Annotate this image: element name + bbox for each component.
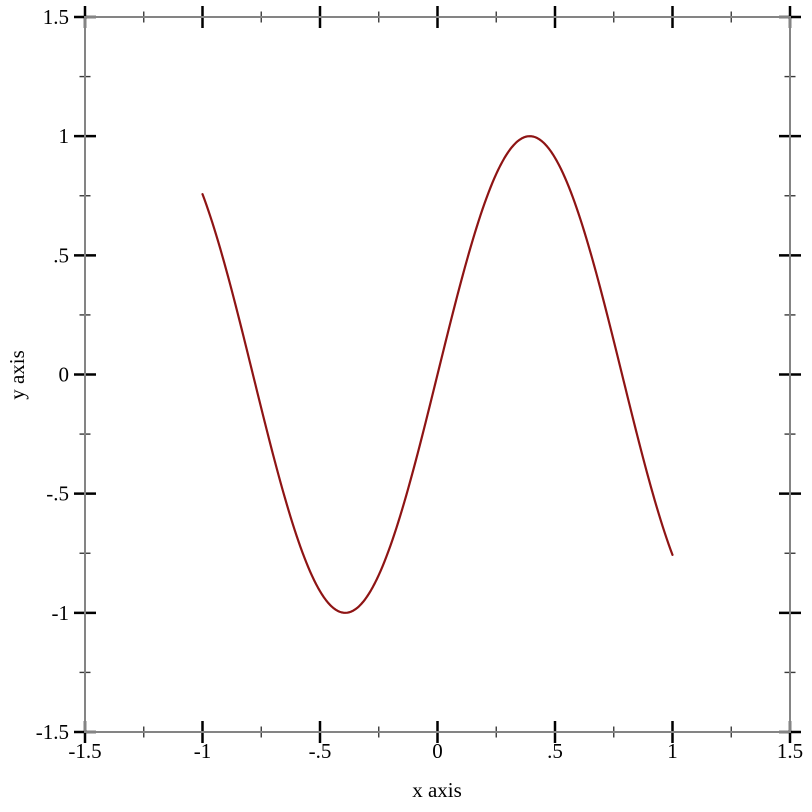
y-tick-label: -.5 <box>46 482 69 506</box>
plot-frame <box>84 16 791 733</box>
y-tick-label: -1.5 <box>36 720 69 744</box>
y-axis-title: y axis <box>5 350 29 400</box>
x-tick-label: -.5 <box>309 739 332 763</box>
x-tick-label: .5 <box>547 739 563 763</box>
function-line <box>201 135 674 614</box>
y-tick-label: -1 <box>52 601 70 625</box>
y-tick-label: 1.5 <box>43 5 69 29</box>
y-tick-label: .5 <box>53 243 69 267</box>
x-tick-label: 1 <box>667 739 678 763</box>
x-axis-title: x axis <box>412 778 462 802</box>
x-tick-label: 0 <box>432 739 443 763</box>
y-tick-label: 1 <box>59 124 70 148</box>
y-tick-label: 0 <box>59 363 70 387</box>
x-tick-label: -1 <box>194 739 212 763</box>
